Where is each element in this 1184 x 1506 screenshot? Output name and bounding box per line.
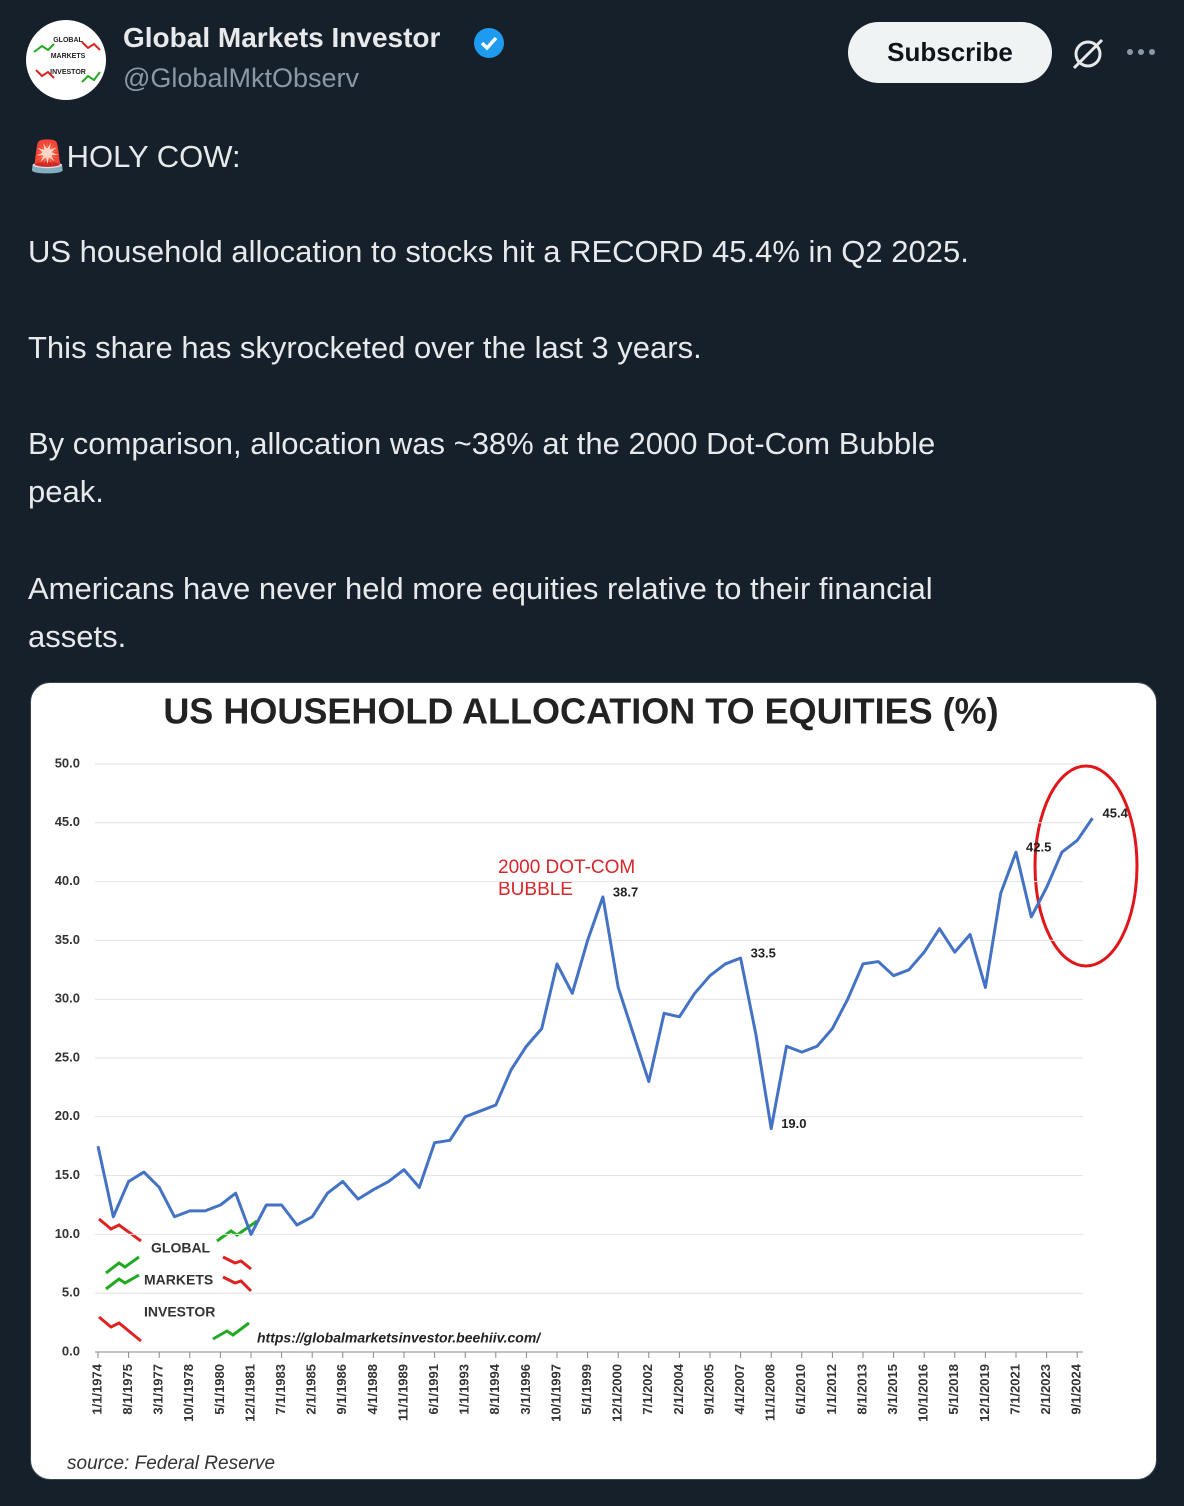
post-line: This share has skyrocketed over the last…: [28, 330, 702, 365]
x-tick-label: 8/1/1975: [120, 1364, 135, 1415]
post-paragraph: US household allocation to stocks hit a …: [28, 228, 1168, 276]
x-tick-label: 9/1/1986: [334, 1364, 349, 1415]
x-tick-label: 10/1/1997: [548, 1364, 563, 1422]
x-tick-label: 9/1/2024: [1069, 1363, 1084, 1414]
x-tick-label: 3/1/2015: [885, 1364, 900, 1415]
x-tick-label: 2/1/1985: [304, 1364, 319, 1415]
x-tick-label: 5/1/2018: [946, 1364, 961, 1415]
chart-title: US HOUSEHOLD ALLOCATION TO EQUITIES (%): [163, 691, 998, 732]
chart-card: US HOUSEHOLD ALLOCATION TO EQUITIES (%) …: [30, 682, 1157, 1480]
post-line: US household allocation to stocks hit a …: [28, 234, 969, 269]
source: source: Federal Reserve: [67, 1453, 275, 1474]
x-tick-label: 7/1/2002: [640, 1364, 655, 1415]
post-paragraph: Americans have never held more equities …: [28, 565, 1168, 661]
subscribe-button[interactable]: Subscribe: [848, 22, 1052, 83]
x-tick-label: 8/1/1994: [487, 1363, 502, 1414]
x-tick-label: 12/1/1981: [242, 1364, 257, 1422]
x-tick-label: 4/1/1988: [365, 1364, 380, 1415]
source-url: https://globalmarketsinvestor.beehiiv.co…: [257, 1330, 542, 1346]
post-line: 🚨HOLY COW:: [28, 139, 241, 174]
x-tick-label: 7/1/1983: [273, 1364, 288, 1415]
x-tick-label: 2/1/2004: [671, 1363, 686, 1414]
x-tick-label: 12/1/2019: [977, 1364, 992, 1422]
y-tick-label: 10.0: [55, 1226, 80, 1241]
value-label: 45.4: [1103, 806, 1129, 821]
post-line: Americans have never held more equities …: [28, 571, 933, 606]
x-tick-label: 1/1/2012: [824, 1364, 839, 1415]
x-tick-label: 4/1/2007: [732, 1364, 747, 1415]
x-tick-label: 5/1/1999: [579, 1364, 594, 1415]
author-name[interactable]: Global Markets Investor: [123, 22, 441, 53]
y-tick-label: 5.0: [62, 1285, 80, 1300]
post-line: peak.: [28, 474, 104, 509]
y-tick-label: 20.0: [55, 1108, 80, 1123]
watermark-arrows: [98, 1217, 258, 1343]
x-tick-label: 9/1/2005: [701, 1364, 716, 1415]
avatar-text: GLOBAL: [53, 37, 83, 44]
author-handle[interactable]: @GlobalMktObserv: [123, 63, 359, 93]
x-tick-label: 11/1/1989: [395, 1364, 410, 1421]
value-label: 19.0: [781, 1116, 806, 1131]
y-tick-label: 30.0: [55, 991, 80, 1006]
y-tick-label: 45.0: [55, 814, 80, 829]
watermark-text: GLOBAL: [151, 1240, 211, 1256]
annotation: 2000 DOT-COM: [498, 857, 635, 878]
x-tick-label: 11/1/2008: [763, 1364, 778, 1421]
x-tick-label: 1/1/1974: [89, 1363, 104, 1414]
post-paragraph: This share has skyrocketed over the last…: [28, 324, 1168, 372]
x-tick-label: 6/1/2010: [793, 1364, 808, 1415]
highlight-circle: [1033, 764, 1139, 968]
x-tick-label: 8/1/2013: [854, 1364, 869, 1415]
y-tick-label: 40.0: [55, 873, 80, 888]
x-tick-label: 10/1/1978: [181, 1364, 196, 1422]
x-tick-label: 3/1/1996: [518, 1364, 533, 1415]
x-tick-label: 2/1/2023: [1038, 1364, 1053, 1415]
verified-badge: [474, 28, 504, 58]
x-tick-label: 1/1/1993: [457, 1364, 472, 1415]
avatar-text: INVESTOR: [50, 69, 86, 76]
x-tick-label: 3/1/1977: [151, 1364, 166, 1415]
x-tick-label: 12/1/2000: [610, 1364, 625, 1422]
x-tick-label: 5/1/1980: [212, 1364, 227, 1415]
x-tick-label: 7/1/2021: [1007, 1364, 1022, 1415]
post-paragraph: 🚨HOLY COW:: [28, 133, 1168, 181]
y-tick-label: 25.0: [55, 1049, 80, 1064]
x-tick-label: 6/1/1991: [426, 1364, 441, 1415]
watermark-text: INVESTOR: [144, 1304, 215, 1320]
watermark-text: MARKETS: [144, 1272, 213, 1288]
avatar-text: MARKETS: [51, 53, 86, 60]
y-tick-label: 50.0: [55, 755, 80, 770]
chart: US HOUSEHOLD ALLOCATION TO EQUITIES (%) …: [55, 691, 1139, 1474]
grok-icon[interactable]: [1068, 34, 1108, 74]
annotation: BUBBLE: [498, 879, 573, 900]
y-tick-label: 0.0: [62, 1343, 80, 1358]
avatar: GLOBAL MARKETS INVESTOR: [26, 20, 106, 100]
y-tick-label: 15.0: [55, 1167, 80, 1182]
post-line: By comparison, allocation was ~38% at th…: [28, 426, 936, 461]
value-label: 42.5: [1026, 840, 1051, 855]
post-line: assets.: [28, 619, 127, 654]
x-tick-label: 10/1/2016: [916, 1364, 931, 1422]
value-label: 33.5: [751, 945, 776, 960]
more-icon[interactable]: [1122, 40, 1162, 64]
post-paragraph: By comparison, allocation was ~38% at th…: [28, 420, 1168, 516]
y-tick-label: 35.0: [55, 932, 80, 947]
data-line: [96, 817, 1094, 1236]
value-label: 38.7: [613, 884, 638, 899]
